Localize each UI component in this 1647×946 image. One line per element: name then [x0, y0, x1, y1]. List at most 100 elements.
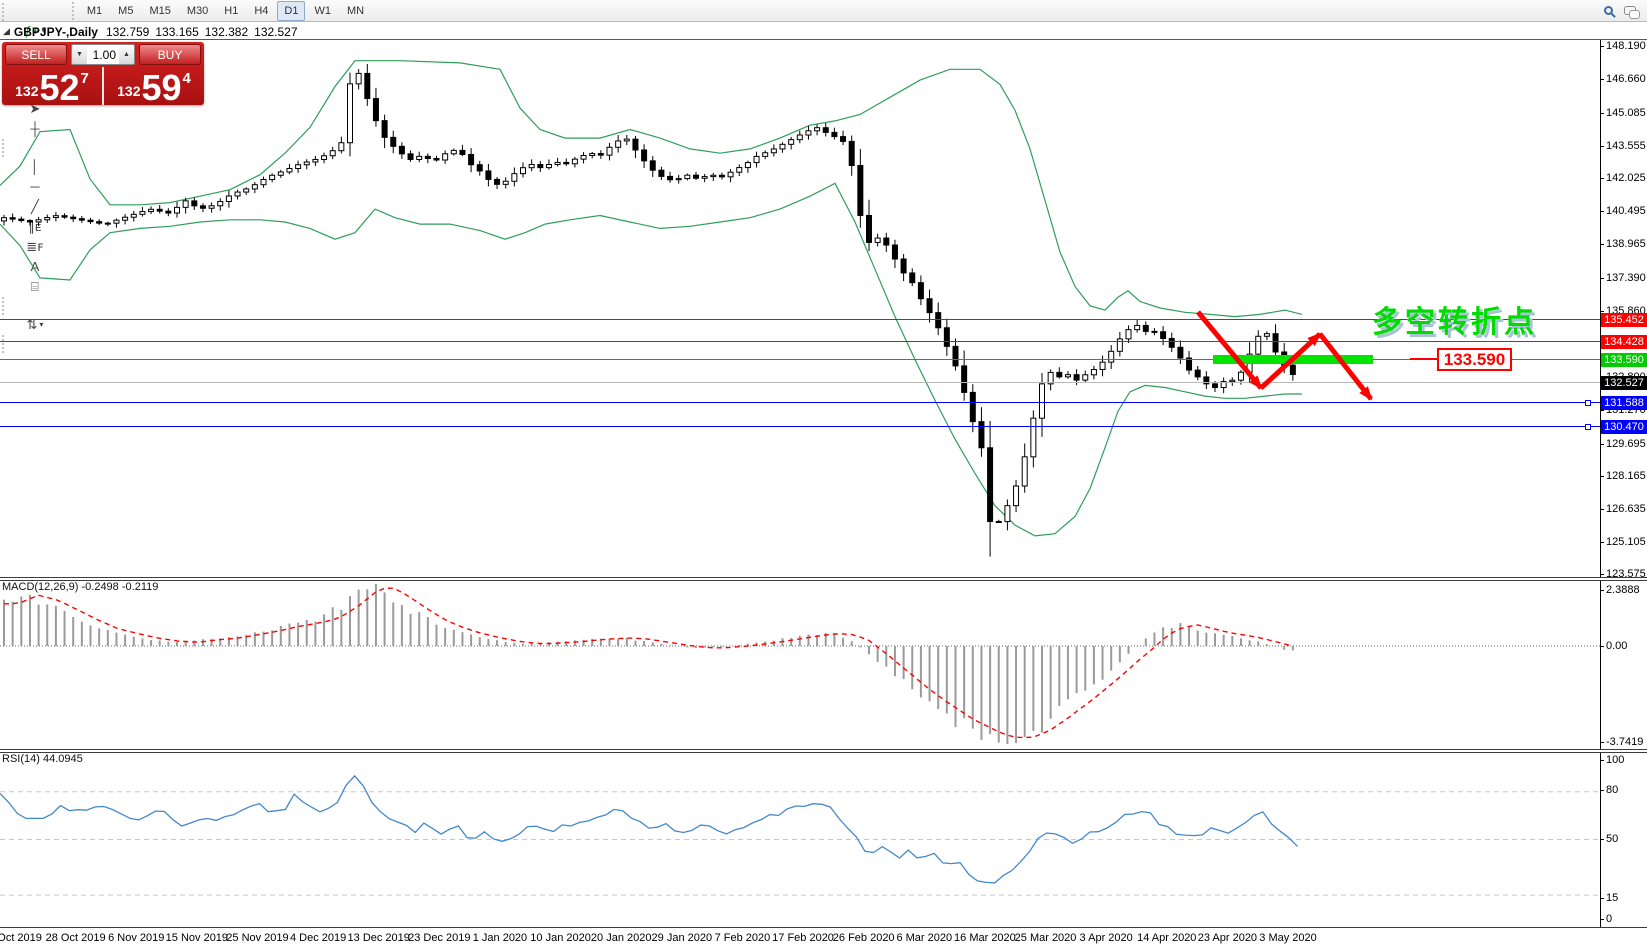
price-axis-label: 137.390	[1606, 272, 1646, 285]
date-label: 28 Oct 2019	[45, 932, 106, 944]
hline-handle[interactable]	[1585, 423, 1591, 430]
rsi-axis-tick	[1600, 760, 1604, 761]
date-label: 25 Nov 2019	[226, 932, 289, 944]
timeframe-d1-button[interactable]: D1	[277, 0, 306, 21]
vertical-line-button[interactable]: │	[1, 157, 69, 177]
toolbar-separator	[2, 2, 7, 21]
rsi-axis-label: 100	[1606, 754, 1625, 766]
macd-axis-tick	[1600, 646, 1604, 647]
chat-button[interactable]	[1620, 1, 1640, 21]
date-label: 16 Mar 2020	[954, 932, 1016, 944]
price-axis-label: 140.495	[1606, 205, 1646, 218]
price-axis-tick	[1600, 178, 1604, 180]
macd-panel-divider[interactable]	[0, 577, 1647, 581]
timeframe-h4-button[interactable]: H4	[254, 4, 269, 17]
chart-shift-button[interactable]: ↤	[1, 0, 69, 3]
timeframe-m5-button[interactable]: M5	[118, 4, 134, 17]
sell-price[interactable]: 132 52 7	[2, 67, 102, 106]
price-axis-border	[1600, 40, 1601, 927]
macd-title: MACD(12,26,9)	[2, 581, 79, 593]
date-label: 17 Feb 2020	[772, 932, 834, 944]
fibonacci-button[interactable]: ≣ꜰ	[1, 237, 69, 257]
price-hline-134.428[interactable]	[0, 341, 1600, 343]
indicators-button[interactable]: ƒ+ ▾	[1, 21, 69, 41]
toolbar-right-group	[1597, 1, 1647, 21]
rsi-axis-label: 0	[1606, 913, 1613, 925]
timeframe-w1-button[interactable]: W1	[314, 4, 331, 17]
price-axis-tag-135.452: 135.452	[1601, 312, 1647, 327]
price-chart-canvas[interactable]	[0, 40, 1600, 577]
text-label-button[interactable]: ⌸	[1, 277, 69, 297]
rsi-label: RSI(14) 44.0945	[2, 753, 83, 765]
text-label-icon: ⌸	[31, 279, 39, 294]
price-axis-tick	[1600, 278, 1604, 280]
price-axis-tick	[1600, 542, 1604, 544]
crosshair-button[interactable]: ┼	[1, 119, 69, 139]
buy-button[interactable]: BUY	[139, 44, 201, 65]
search-button[interactable]	[1598, 1, 1618, 21]
price-hline-133.59[interactable]	[0, 359, 1600, 361]
macd-value-1: -0.2498	[81, 581, 119, 593]
arrows-tool-button[interactable]: ⇅ ▾	[1, 315, 69, 335]
price-label-connector	[1410, 358, 1437, 360]
macd-chart-canvas[interactable]	[0, 580, 1600, 749]
timeframe-toolbar: M1 M5 M15 M30 H1 H4 D1 W1 MN	[70, 0, 372, 21]
price-level-label[interactable]: 133.590	[1437, 348, 1512, 371]
trendline-button[interactable]: ╱	[1, 197, 69, 217]
volume-value[interactable]: 1.00	[87, 45, 119, 64]
sell-button[interactable]: SELL	[5, 44, 67, 65]
price-axis-tag-131.588: 131.588	[1601, 395, 1647, 410]
vertical-line-icon: │	[30, 159, 39, 174]
price-hline-130.47[interactable]	[0, 426, 1600, 428]
chart-cursor-icon: ◢	[3, 26, 10, 36]
rsi-panel-divider[interactable]	[0, 749, 1647, 753]
text-icon: A	[30, 259, 40, 274]
text-button[interactable]: A	[1, 257, 69, 277]
low-value: 132.382	[204, 24, 249, 39]
price-axis-tick	[1600, 112, 1604, 114]
hline-handle[interactable]	[1585, 399, 1591, 406]
date-label: 14 Apr 2020	[1137, 932, 1197, 944]
rsi-axis-tick	[1600, 839, 1604, 840]
buy-price[interactable]: 132 59 4	[104, 67, 204, 106]
sell-price-pips: 52	[39, 67, 80, 106]
macd-label: MACD(12,26,9) -0.2498 -0.2119	[2, 581, 158, 593]
price-hline-135.452[interactable]	[0, 319, 1600, 321]
buy-price-point: 4	[182, 70, 191, 87]
date-label: 20 Jan 2020	[590, 932, 652, 944]
date-label: 6 Mar 2020	[896, 932, 953, 944]
zigzag-annotation[interactable]	[0, 40, 1600, 577]
date-label: 10 Jan 2020	[530, 932, 591, 944]
volume-down-button[interactable]: ▼	[72, 45, 87, 64]
macd-axis-tick	[1600, 742, 1604, 743]
price-axis-tag-134.428: 134.428	[1601, 334, 1647, 349]
timeframe-m1-button[interactable]: M1	[86, 4, 103, 17]
price-hline-131.588[interactable]	[0, 402, 1600, 404]
volume-up-button[interactable]: ▲	[119, 45, 134, 64]
timeframe-m30-button[interactable]: M30	[186, 4, 209, 17]
toolbar-separator	[2, 296, 7, 315]
volume-stepper[interactable]: ▼ 1.00 ▲	[71, 44, 135, 65]
price-axis-label: 129.695	[1606, 437, 1646, 450]
indicators-icon: ƒ+	[24, 23, 40, 38]
horizontal-line-button[interactable]: ─	[1, 177, 69, 197]
timeframe-mn-button[interactable]: MN	[346, 4, 365, 17]
date-label: 3 Apr 2020	[1079, 932, 1133, 944]
arrows-tool-icon: ⇅	[26, 317, 38, 332]
price-axis-tick	[1600, 311, 1604, 312]
toolbar-separator	[2, 334, 7, 353]
cursor-button[interactable]: ➤	[1, 99, 69, 119]
price-hline-132.527[interactable]	[0, 382, 1600, 384]
timeframe-h1-button[interactable]: H1	[224, 4, 239, 17]
horizontal-line-icon: ─	[30, 179, 40, 194]
one-click-trading-panel: SELL ▼ 1.00 ▲ BUY 132 52 7 132 59 4	[2, 42, 204, 105]
price-axis-tag-130.47: 130.470	[1601, 419, 1647, 434]
toolbar-separator	[71, 1, 77, 20]
price-axis-label: 138.965	[1606, 238, 1646, 251]
rsi-chart-canvas[interactable]	[0, 752, 1600, 927]
turning-point-annotation[interactable]: 多空转折点	[1372, 306, 1537, 339]
price-axis-label: 143.555	[1606, 139, 1646, 152]
price-axis-tick	[1600, 409, 1604, 411]
timeframe-m15-button[interactable]: M15	[149, 4, 171, 17]
